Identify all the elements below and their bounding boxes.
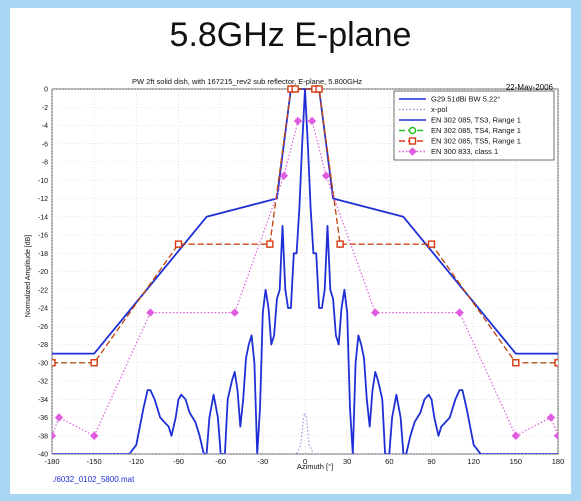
marker-square [174, 240, 183, 248]
series-line [52, 88, 558, 364]
marker-diamond [52, 431, 57, 440]
marker-diamond [307, 116, 317, 126]
x-tick-label: 60 [385, 457, 393, 466]
x-tick-label: -60 [215, 457, 226, 466]
marker-square [266, 240, 274, 248]
marker-diamond [371, 308, 380, 317]
x-axis-label: Azimuth [°] [297, 462, 333, 471]
legend: G29.51dBi BW 5.22°x-pol EN 302 085, TS3, … [393, 90, 555, 161]
chart: -180 -150 -120 -90 -60 -30 0 30 60 90 120 150 180 0 -2… [25, 77, 564, 484]
marker-square [315, 85, 323, 93]
chart-title: PW 2ft solid dish, with 167215_rev2 sub … [132, 77, 362, 86]
legend-entry: x-pol [399, 105, 448, 114]
marker-diamond [230, 308, 239, 317]
legend-label: x-pol [431, 105, 448, 114]
y-tick-label: -22 [38, 287, 48, 294]
marker-diamond [146, 308, 155, 317]
x-tick-label: 90 [427, 457, 435, 466]
y-tick-label: -24 [38, 306, 48, 313]
chart-date: 22-May-2006 [506, 83, 554, 92]
marker-square [427, 240, 436, 248]
legend-entry: EN 302 085, TS5, Range 1 [399, 137, 521, 146]
y-tick-label: -34 [38, 397, 48, 404]
y-tick-label: -2 [42, 105, 48, 112]
marker-diamond [546, 413, 556, 422]
series-4 [52, 85, 558, 367]
x-tick-label: -90 [173, 457, 184, 466]
marker-square [512, 359, 520, 367]
y-tick-label: -38 [38, 433, 48, 440]
y-tick-label: 0 [44, 87, 48, 94]
y-tick-label: -20 [38, 269, 48, 276]
x-tick-label: -30 [257, 457, 268, 466]
x-tick-label: 120 [467, 457, 480, 466]
marker-square [408, 137, 417, 145]
y-tick-label: -10 [38, 178, 48, 185]
marker-square [52, 359, 56, 367]
tick-labels: -180 -150 -120 -90 -60 -30 0 30 60 90 120 150 180 0 -2… [38, 87, 564, 467]
series-layer [52, 85, 558, 454]
legend-label: EN 302 085, TS4, Range 1 [431, 126, 521, 135]
marker-circle [408, 126, 417, 135]
marker-square [90, 359, 98, 367]
series-2 [52, 88, 558, 355]
marker-diamond [408, 147, 417, 156]
y-tick-label: -40 [38, 452, 48, 459]
series-5 [52, 116, 558, 440]
marker-diamond [89, 431, 99, 440]
y-tick-label: -18 [38, 251, 48, 258]
legend-label: G29.51dBi BW 5.22° [431, 95, 500, 104]
x-tick-label: -120 [129, 457, 144, 466]
marker-diamond [455, 308, 464, 317]
y-tick-label: -8 [42, 160, 48, 167]
y-tick-label: -36 [38, 415, 48, 422]
legend-entry: G29.51dBi BW 5.22° [399, 95, 500, 104]
x-tick-label: 180 [552, 457, 565, 466]
marker-square [336, 240, 344, 248]
marker-square [554, 359, 558, 367]
legend-box [393, 90, 555, 161]
marker-diamond [54, 413, 64, 422]
file-label: ./6032_0102_5800.mat [52, 475, 135, 484]
legend-label: EN 300 833, class 1 [431, 147, 498, 156]
marker-diamond [321, 171, 331, 180]
x-tick-label: -180 [44, 457, 59, 466]
legend-entry: EN 302 085, TS3, Range 1 [399, 116, 521, 125]
marker-square [291, 85, 299, 93]
y-tick-label: -12 [38, 196, 48, 203]
slide: 5.8GHz E-plane -180 -150 -120 -90 -60 -30 0 30 6… [10, 8, 571, 494]
y-tick-label: -32 [38, 379, 48, 386]
series-line [52, 120, 558, 437]
y-tick-label: -28 [38, 342, 48, 349]
y-tick-label: -6 [42, 141, 48, 148]
marker-diamond [553, 431, 558, 440]
x-tick-label: 0 [303, 457, 307, 466]
legend-label: EN 302 085, TS5, Range 1 [431, 137, 521, 146]
y-tick-label: -14 [38, 214, 48, 221]
marker-diamond [511, 431, 521, 440]
y-tick-label: -30 [38, 360, 48, 367]
y-tick-label: -16 [38, 233, 48, 240]
x-tick-label: 30 [343, 457, 351, 466]
legend-entry: EN 300 833, class 1 [399, 147, 498, 156]
legend-label: EN 302 085, TS3, Range 1 [431, 116, 521, 125]
marker-diamond [293, 116, 303, 126]
slide-title: 5.8GHz E-plane [169, 16, 412, 54]
marker-diamond [279, 171, 289, 180]
x-tick-label: -150 [87, 457, 102, 466]
y-axis-label: Normalized Amplitude [dB] [25, 235, 32, 318]
series-line [52, 88, 558, 355]
y-tick-label: -4 [42, 123, 48, 130]
x-tick-label: 150 [510, 457, 523, 466]
y-tick-label: -26 [38, 324, 48, 331]
legend-entry: EN 302 085, TS4, Range 1 [399, 126, 521, 135]
